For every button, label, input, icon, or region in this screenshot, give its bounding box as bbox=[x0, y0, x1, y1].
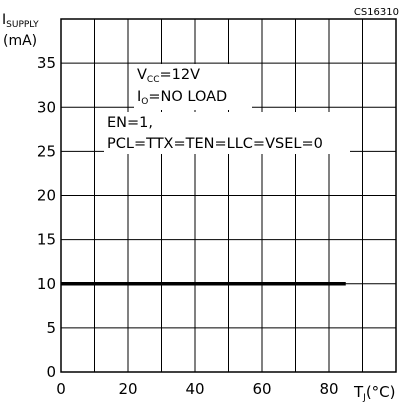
y-tick-label: 0 bbox=[46, 363, 56, 381]
x-axis-label-main: T bbox=[353, 383, 364, 401]
y-tick-label: 30 bbox=[37, 98, 56, 116]
y-tick-label: 5 bbox=[46, 319, 56, 337]
x-tick-label: 40 bbox=[185, 380, 204, 398]
y-axis-unit: (mA) bbox=[3, 33, 37, 49]
x-tick-label: 20 bbox=[118, 380, 137, 398]
annotation-en: EN=1, bbox=[107, 115, 153, 131]
annotations: VCC=12V IO=NO LOAD EN=1, PCL=TTX=TEN=LLC… bbox=[104, 64, 350, 154]
y-axis-label-main: I bbox=[2, 12, 6, 28]
x-axis-label-sub: J bbox=[362, 393, 366, 403]
y-tick-label: 25 bbox=[37, 142, 56, 160]
chart-code: CS16310 bbox=[354, 7, 399, 18]
x-tick-label: 80 bbox=[319, 380, 338, 398]
y-tick-label: 15 bbox=[37, 231, 56, 249]
x-tick-labels: 0 20 40 60 80 bbox=[56, 380, 338, 398]
plot-frame bbox=[60, 18, 397, 373]
x-tick-label: 0 bbox=[56, 380, 66, 398]
y-axis-label: ISUPPLY bbox=[2, 12, 39, 30]
annotation-vcc: VCC=12V bbox=[137, 67, 200, 85]
annotation-io: IO=NO LOAD bbox=[137, 89, 227, 107]
y-tick-labels: 0 5 10 15 20 25 30 35 bbox=[37, 54, 56, 381]
y-axis-label-sub: SUPPLY bbox=[6, 20, 39, 30]
x-axis-label: TJ(°C) bbox=[353, 383, 396, 403]
y-tick-label: 35 bbox=[37, 54, 56, 72]
y-tick-label: 20 bbox=[37, 187, 56, 205]
y-tick-label: 10 bbox=[37, 275, 56, 293]
x-tick-label: 60 bbox=[252, 380, 271, 398]
annotation-pcl: PCL=TTX=TEN=LLC=VSEL=0 bbox=[107, 136, 323, 152]
x-axis-label-unit: (°C) bbox=[366, 383, 396, 401]
